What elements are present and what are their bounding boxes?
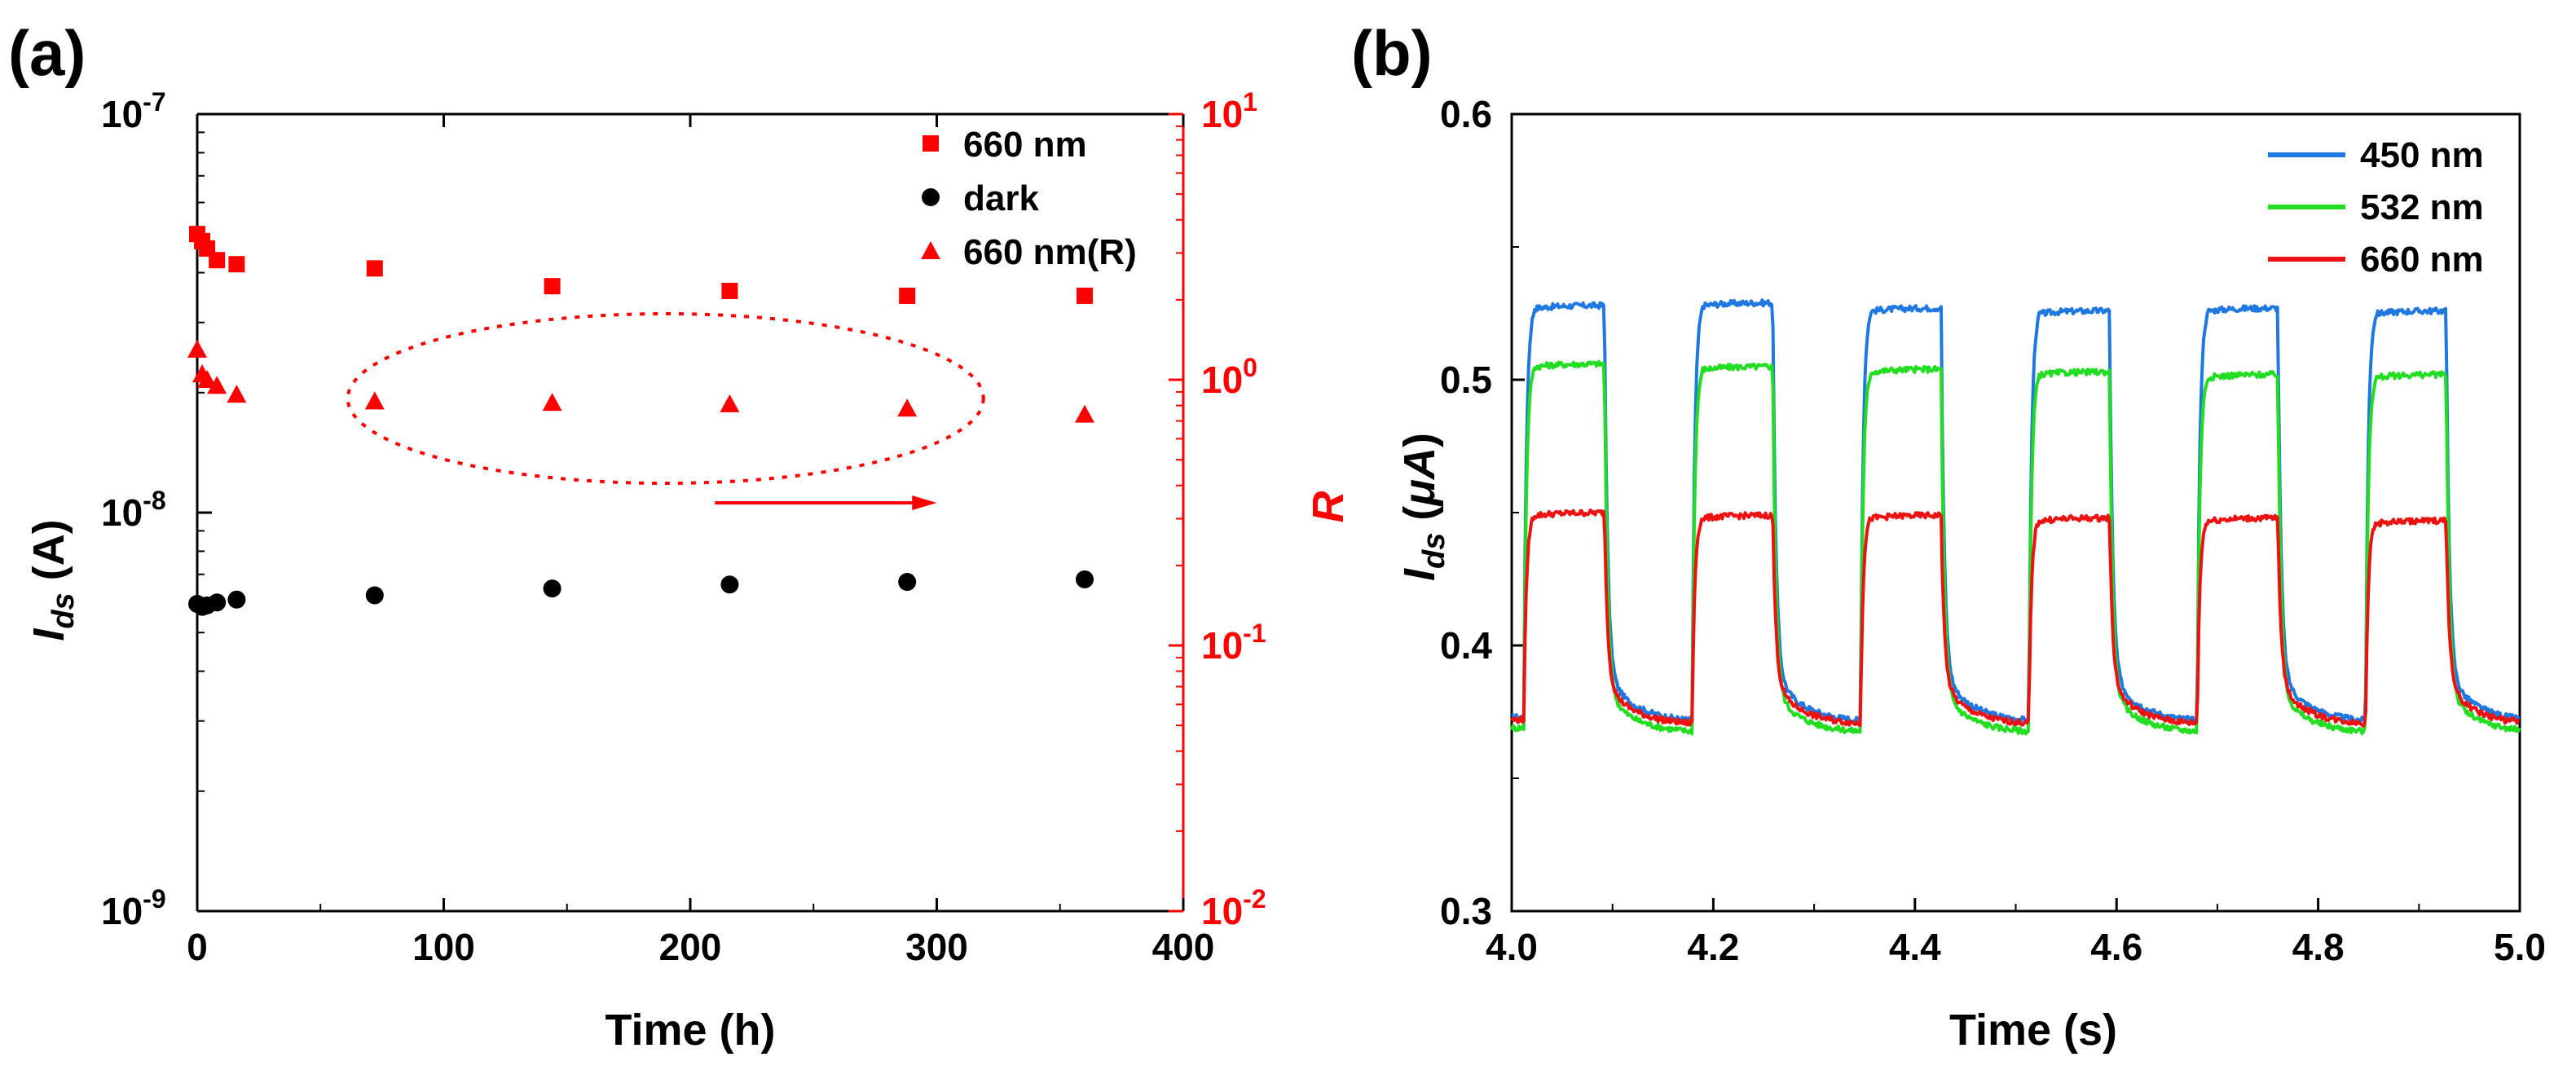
panel-a-x-tick-label: 0 — [187, 926, 208, 968]
panel-b-legend-label: 660 nm — [2360, 240, 2484, 280]
panel-b-x-tick-label: 4.6 — [2090, 926, 2142, 968]
panel-a-legend-label: 660 nm(R) — [963, 232, 1137, 272]
panel-b-x-tick-label: 4.8 — [2292, 926, 2345, 968]
panel-a-point-square — [228, 256, 245, 273]
panel-a-y-right-tick-label: 100 — [1201, 353, 1257, 401]
panel-a-point-square — [1077, 287, 1093, 304]
panel-a-point-circle — [365, 586, 384, 605]
panel-a-point-triangle — [1075, 404, 1094, 423]
panel-a-legend-label: 660 nm — [963, 125, 1087, 165]
panel-a-x-axis-title: Time (h) — [605, 1006, 775, 1055]
panel-a-y-right-tick-label: 10-2 — [1201, 884, 1266, 932]
panel-a-y-right-ticks: 10-2 10-1 100 101 — [1169, 87, 1266, 932]
panel-b-y-tick-label: 0.6 — [1440, 93, 1492, 135]
panel-b-y-axis-title: Ids (μA) — [1395, 433, 1451, 581]
panel-a-point-circle — [720, 575, 739, 594]
panel-a-ellipse — [346, 312, 985, 486]
panel-a-y-left-tick-label: 10-9 — [101, 884, 166, 932]
panel-a-y-axis-title-right: R — [1304, 491, 1353, 523]
panel-a-point-circle — [208, 593, 227, 612]
panel-a-point-triangle — [364, 391, 385, 410]
panel-a-point-square — [721, 282, 738, 299]
panel-a-y-right-tick-label: 10-1 — [1201, 619, 1266, 667]
panel-b-series-line — [1510, 359, 2521, 736]
panel-b-y-tick-label: 0.4 — [1440, 624, 1492, 667]
panel-b-legend-label: 532 nm — [2360, 187, 2484, 227]
panel-b-series-lines — [1510, 298, 2521, 736]
panel-a-legend-label: dark — [963, 178, 1039, 218]
panel-a-legend-marker — [921, 241, 940, 259]
panel-a-point-square — [209, 252, 226, 269]
panel-a-arrow-head — [912, 495, 937, 511]
panel-b-x-tick-label: 5.0 — [2494, 926, 2546, 968]
panel-a-point-triangle — [227, 385, 247, 403]
panel-a-point-triangle — [197, 370, 218, 388]
panel-a-y-right-tick-label: 101 — [1201, 87, 1257, 135]
panel-a-x-tick-label: 400 — [1152, 926, 1215, 968]
panel-b-series-line — [1510, 509, 2520, 728]
panel-a-point-triangle — [187, 339, 207, 358]
panel-a-point-circle — [1076, 570, 1094, 588]
panel-a-point-square — [366, 260, 383, 277]
panel-a-point-triangle — [207, 376, 227, 394]
panel-a-x-tick-label: 100 — [412, 926, 475, 968]
panel-b-y-ticks: 0.3 0.4 0.5 0.6 — [1440, 93, 1525, 932]
panel-a-annotation — [346, 312, 985, 511]
panel-b-x-axis-title: Time (s) — [1949, 1006, 2117, 1055]
panel-a-point-circle — [227, 590, 246, 609]
panel-a-y-left-tick-label: 10-8 — [101, 486, 166, 534]
panel-b-legend-label: 450 nm — [2360, 135, 2484, 175]
panel-a-point-square — [544, 278, 561, 295]
panel-a-legend-marker — [923, 135, 939, 152]
panel-a-point-triangle — [897, 399, 918, 417]
panel-b-legend: 450 nm 532 nm 660 nm — [2268, 135, 2484, 280]
panel-a-legend-marker — [922, 188, 940, 206]
panel-b-x-ticks: 4.0 4.2 4.4 4.6 4.8 5.0 — [1486, 898, 2546, 968]
panel-b-x-tick-label: 4.2 — [1687, 926, 1739, 968]
panel-b-x-tick-label: 4.4 — [1889, 926, 1941, 968]
panel-b-y-tick-label: 0.5 — [1440, 359, 1492, 401]
panel-a-point-circle — [898, 573, 917, 592]
panel-a-point-square — [899, 287, 916, 304]
panel-b-y-tick-label: 0.3 — [1440, 890, 1492, 932]
panel-a-marks — [187, 226, 1094, 616]
panel-a-x-tick-label: 300 — [905, 926, 968, 968]
panel-a-y-left-ticks: 10-9 10-8 10-7 — [101, 87, 212, 932]
panel-b-x-tick-label: 4.0 — [1486, 926, 1538, 968]
panel-a-x-ticks: 0 100 200 300 400 — [187, 114, 1214, 968]
panel-a-point-circle — [543, 579, 561, 598]
panel-a-y-axis-title-left: Ids (A) — [24, 519, 81, 641]
panel-a-y-left-tick-label: 10-7 — [101, 87, 166, 135]
panel-a-legend: 660 nm dark 660 nm(R) — [921, 125, 1137, 272]
panel-a-point-triangle — [720, 394, 740, 412]
panel-a-x-tick-label: 200 — [659, 926, 722, 968]
panel-a: (a) 0 100 200 300 400 10-910-810-7 10-210-11… — [8, 17, 1353, 1055]
panel-a-point-triangle — [542, 393, 562, 412]
panel-b-letter: (b) — [1351, 17, 1433, 89]
panel-a-letter: (a) — [8, 17, 86, 89]
panel-b: (b) 4.0 4.2 4.4 4.6 4.8 5.0 0.3 0.4 0.5 0.6 450 … — [1351, 17, 2546, 1055]
